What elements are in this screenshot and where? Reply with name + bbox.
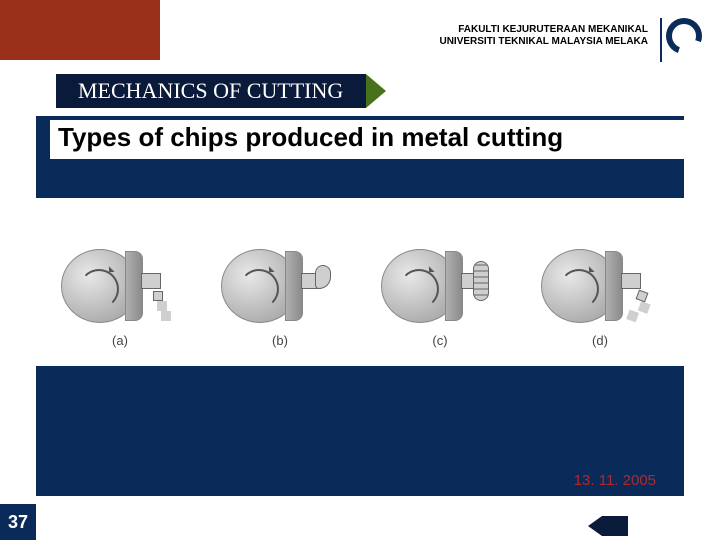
institution-logo bbox=[660, 18, 704, 62]
figure-b-diagram bbox=[215, 221, 345, 331]
figure-b-label: (b) bbox=[272, 333, 288, 348]
figure-d-diagram bbox=[535, 221, 665, 331]
figure-strip: (a) (b) (c) (d) bbox=[36, 198, 684, 366]
section-title: MECHANICS OF CUTTING bbox=[56, 78, 343, 104]
rotation-arrow-icon bbox=[79, 269, 119, 309]
figure-b: (b) bbox=[205, 221, 355, 348]
figure-d-label: (d) bbox=[592, 333, 608, 348]
content-title: Types of chips produced in metal cutting bbox=[50, 120, 684, 159]
rotation-arrow-icon bbox=[399, 269, 439, 309]
figure-a-label: (a) bbox=[112, 333, 128, 348]
figure-d: (d) bbox=[525, 221, 675, 348]
header-accent-block bbox=[0, 0, 160, 60]
section-tab: MECHANICS OF CUTTING bbox=[56, 74, 366, 108]
figure-c-diagram bbox=[375, 221, 505, 331]
figure-a: (a) bbox=[45, 221, 195, 348]
footer-arrow-decoration bbox=[602, 516, 628, 536]
chip-long-curl-icon bbox=[473, 261, 489, 301]
chip-continuous-icon bbox=[153, 291, 163, 301]
header-line-2: UNIVERSITI TEKNIKAL MALAYSIA MELAKA bbox=[439, 36, 648, 48]
figure-a-diagram bbox=[55, 221, 185, 331]
page-number: 37 bbox=[0, 504, 36, 540]
figure-c-label: (c) bbox=[432, 333, 447, 348]
rotation-arrow-icon bbox=[559, 269, 599, 309]
cutting-tool-icon bbox=[621, 273, 641, 289]
chip-segmented-icon bbox=[636, 289, 649, 302]
header-line-1: FAKULTI KEJURUTERAAN MEKANIKAL bbox=[439, 24, 648, 36]
logo-arc-icon bbox=[666, 18, 702, 54]
footer-date: 13. 11. 2005 bbox=[574, 472, 656, 489]
chip-curled-icon bbox=[315, 265, 331, 289]
header-institution: FAKULTI KEJURUTERAAN MEKANIKAL UNIVERSIT… bbox=[439, 24, 648, 48]
cutting-tool-icon bbox=[141, 273, 161, 289]
rotation-arrow-icon bbox=[239, 269, 279, 309]
figure-c: (c) bbox=[365, 221, 515, 348]
